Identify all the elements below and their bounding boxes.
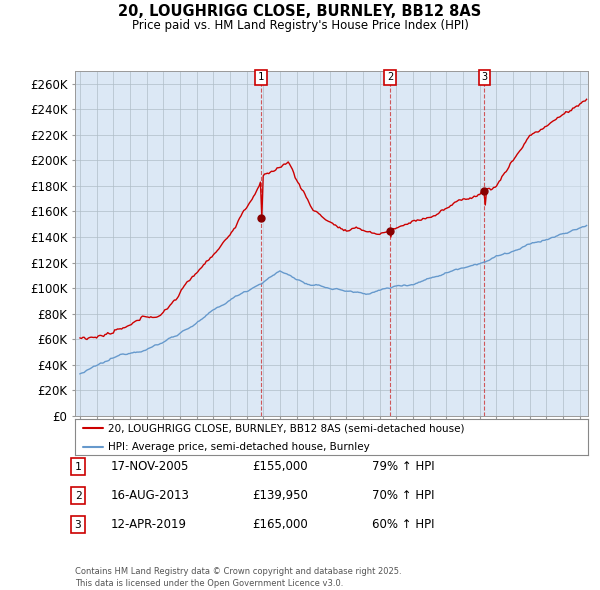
- Text: 79% ↑ HPI: 79% ↑ HPI: [372, 460, 434, 473]
- Text: HPI: Average price, semi-detached house, Burnley: HPI: Average price, semi-detached house,…: [109, 442, 370, 453]
- Text: £139,950: £139,950: [252, 489, 308, 502]
- Text: £165,000: £165,000: [252, 518, 308, 531]
- Text: 20, LOUGHRIGG CLOSE, BURNLEY, BB12 8AS (semi-detached house): 20, LOUGHRIGG CLOSE, BURNLEY, BB12 8AS (…: [109, 423, 465, 433]
- Text: £155,000: £155,000: [252, 460, 308, 473]
- Text: 70% ↑ HPI: 70% ↑ HPI: [372, 489, 434, 502]
- Text: Price paid vs. HM Land Registry's House Price Index (HPI): Price paid vs. HM Land Registry's House …: [131, 19, 469, 32]
- Text: 16-AUG-2013: 16-AUG-2013: [111, 489, 190, 502]
- Text: Contains HM Land Registry data © Crown copyright and database right 2025.
This d: Contains HM Land Registry data © Crown c…: [75, 568, 401, 588]
- Text: 17-NOV-2005: 17-NOV-2005: [111, 460, 190, 473]
- Text: 3: 3: [74, 520, 82, 529]
- Text: 1: 1: [258, 72, 265, 82]
- Text: 1: 1: [74, 462, 82, 471]
- Text: 2: 2: [387, 72, 393, 82]
- Text: 2: 2: [74, 491, 82, 500]
- Text: 12-APR-2019: 12-APR-2019: [111, 518, 187, 531]
- Text: 20, LOUGHRIGG CLOSE, BURNLEY, BB12 8AS: 20, LOUGHRIGG CLOSE, BURNLEY, BB12 8AS: [118, 4, 482, 19]
- Text: 60% ↑ HPI: 60% ↑ HPI: [372, 518, 434, 531]
- Text: 3: 3: [481, 72, 488, 82]
